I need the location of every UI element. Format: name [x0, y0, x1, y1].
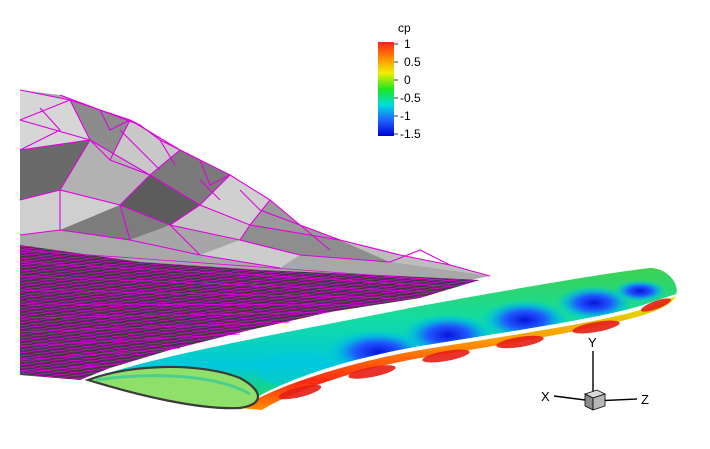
- legend-tick-label: 0: [404, 73, 411, 87]
- triad-cube-icon: [583, 389, 607, 411]
- axis-triad: X Y Z: [541, 335, 649, 411]
- x-axis-label: X: [541, 389, 550, 404]
- legend-tick-label: -1: [400, 109, 411, 123]
- legend-tick-label: 1: [404, 37, 411, 51]
- colorbar-legend: cp 1 0.5 0 -0.5 -1 -1.5: [378, 21, 421, 141]
- z-axis-label: Z: [641, 392, 649, 407]
- colorbar: [378, 42, 394, 136]
- legend-tick-label: -1.5: [400, 127, 421, 141]
- legend-ticks: 1 0.5 0 -0.5 -1 -1.5: [394, 37, 421, 141]
- dense-mesh-band: [19, 245, 480, 380]
- legend-tick-label: -0.5: [400, 91, 421, 105]
- y-axis-label: Y: [588, 335, 597, 350]
- legend-title: cp: [398, 21, 411, 35]
- legend-tick-label: 0.5: [404, 55, 421, 69]
